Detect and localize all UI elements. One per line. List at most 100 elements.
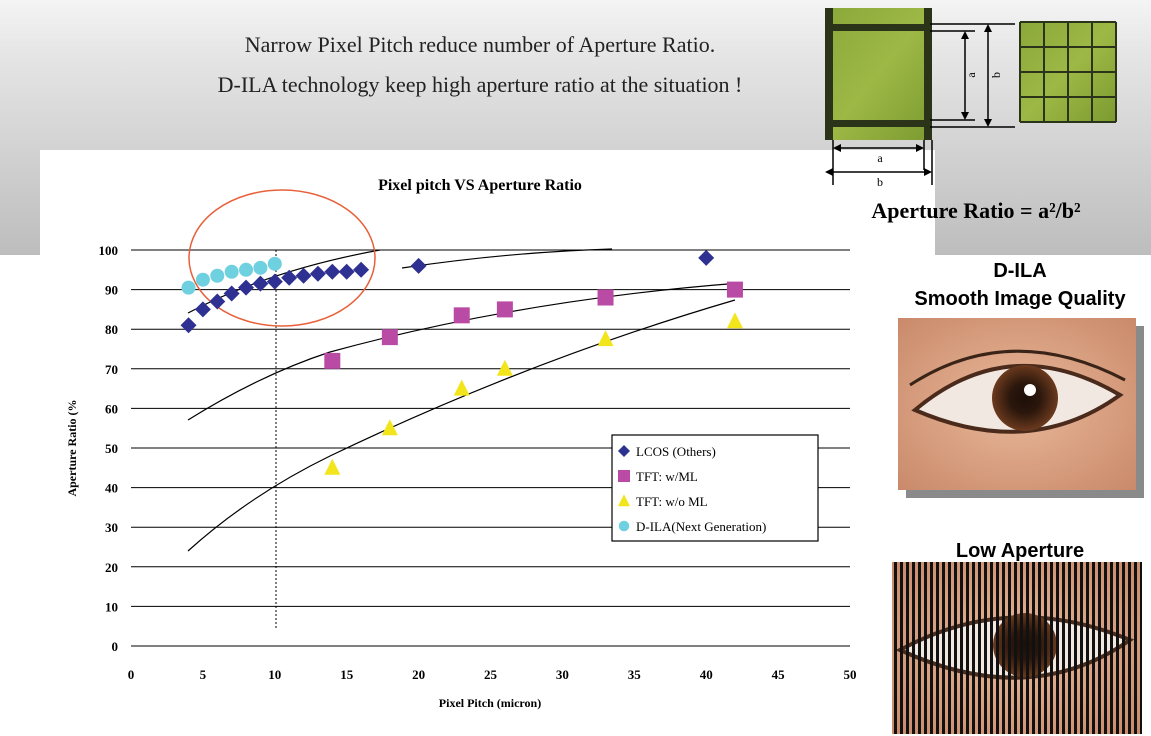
y-tick-label: 60 <box>105 401 118 416</box>
x-tick-label: 25 <box>484 667 498 682</box>
point <box>194 301 211 318</box>
panel-subtitle: Smooth Image Quality <box>914 288 1126 310</box>
legend-box <box>611 434 819 542</box>
point <box>324 352 341 369</box>
trend-curve <box>187 299 736 552</box>
trend-curve <box>187 249 381 314</box>
x-tick-label: 10 <box>268 667 281 682</box>
point <box>295 267 312 284</box>
y-tick-label: 20 <box>105 560 118 575</box>
dimension-lines <box>827 23 1015 185</box>
arrowheads <box>825 24 992 176</box>
point <box>224 264 239 279</box>
chart-title: Pixel pitch VS Aperture Ratio <box>378 177 582 194</box>
point <box>597 330 614 347</box>
point <box>324 263 341 280</box>
point <box>381 419 398 436</box>
x-axis-label: Pixel Pitch (micron) <box>439 696 541 710</box>
legend-swatch <box>618 470 630 482</box>
y-tick-label: 0 <box>112 639 119 654</box>
formula: Aperture Ratio = a²/b² <box>871 198 1081 223</box>
point <box>252 275 269 292</box>
point <box>353 261 370 278</box>
point <box>453 379 470 396</box>
point <box>597 289 614 306</box>
dim-label: a <box>964 72 978 78</box>
point <box>381 329 398 346</box>
x-tick-label: 50 <box>844 667 857 682</box>
pixel-border <box>825 120 932 127</box>
y-tick-label: 40 <box>105 481 118 496</box>
legend-label: TFT: w/o ML <box>636 494 708 509</box>
point <box>726 281 743 298</box>
y-tick-label: 50 <box>105 441 118 456</box>
point <box>496 301 513 318</box>
legend: LCOS (Others) TFT: w/ML TFT: w/o ML D-ILA(N… <box>611 434 819 542</box>
chart: Pixel pitch VS Aperture Ratio Pixel Pitc… <box>65 177 857 710</box>
highlight <box>1024 384 1036 396</box>
x-tick-label: 20 <box>412 667 425 682</box>
point <box>324 458 341 475</box>
eye-image-striped <box>892 562 1142 734</box>
legend-label: LCOS (Others) <box>636 444 716 459</box>
dim-label: b <box>877 175 883 189</box>
legend-label: TFT: w/ML <box>636 469 698 484</box>
eyelid <box>909 349 1126 387</box>
point <box>209 293 226 310</box>
point <box>281 269 298 286</box>
x-tick-label: 45 <box>772 667 786 682</box>
point <box>223 285 240 302</box>
y-tick-label: 100 <box>99 243 119 258</box>
legend-label: D-ILA(Next Generation) <box>636 519 766 534</box>
point <box>180 317 197 334</box>
x-tick-label: 30 <box>556 667 569 682</box>
point <box>253 260 268 275</box>
iris <box>992 365 1058 431</box>
point <box>338 263 355 280</box>
point <box>195 272 210 287</box>
pixel-border <box>825 24 932 31</box>
point <box>496 359 513 376</box>
aperture-diagram: a b a b Aperture Ratio = a²/b² <box>825 8 1117 223</box>
dim-label: b <box>989 72 1003 78</box>
y-tick-label: 90 <box>105 283 118 298</box>
point <box>239 262 254 277</box>
eye-image <box>898 318 1144 498</box>
x-tick-label: 5 <box>200 667 207 682</box>
panel-title: Low Aperture <box>956 540 1084 562</box>
point <box>238 279 255 296</box>
y-tick-label: 80 <box>105 322 118 337</box>
point <box>266 273 283 290</box>
y-tick-label: 70 <box>105 362 118 377</box>
pixel-border <box>825 8 833 140</box>
legend-swatch <box>618 494 630 507</box>
point <box>181 280 196 295</box>
x-tick-label: 35 <box>628 667 642 682</box>
point <box>453 307 470 324</box>
x-tick-label: 40 <box>700 667 713 682</box>
point <box>698 249 715 266</box>
highlight-ellipse <box>188 189 376 327</box>
trend-curve <box>401 248 613 269</box>
x-tick-label: 15 <box>340 667 354 682</box>
pixel-border <box>924 8 932 140</box>
point <box>210 268 225 283</box>
header-line: Narrow Pixel Pitch reduce number of Aper… <box>245 32 715 57</box>
y-tick-label: 10 <box>105 599 118 614</box>
stripes <box>892 562 1142 734</box>
header-line: D-ILA technology keep high aperture rati… <box>218 72 743 97</box>
legend-swatch <box>618 520 630 532</box>
legend-swatch <box>618 445 630 457</box>
pixel-grid <box>1019 21 1117 123</box>
y-axis-label: Aperture Ratio (% <box>65 399 79 496</box>
panel-title: D-ILA <box>993 260 1046 282</box>
point <box>410 257 427 274</box>
point <box>726 312 743 329</box>
point <box>309 265 326 282</box>
x-tick-label: 0 <box>128 667 135 682</box>
y-tick-label: 30 <box>105 520 118 535</box>
point <box>267 256 282 271</box>
dim-label: a <box>877 151 883 165</box>
